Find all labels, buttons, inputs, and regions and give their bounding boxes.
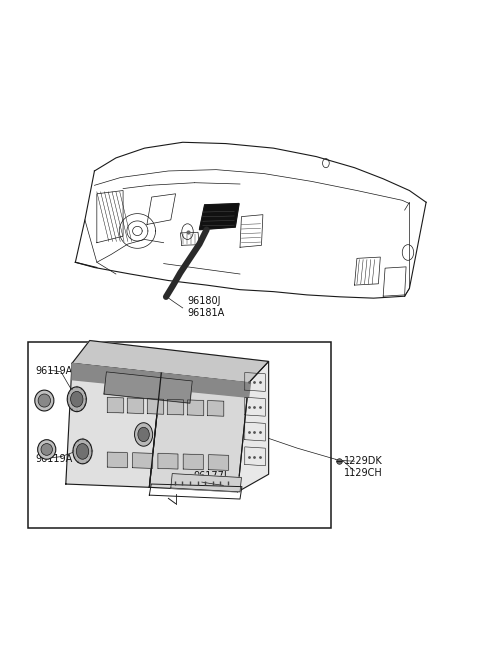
Text: 96180J: 96180J xyxy=(188,297,221,307)
Polygon shape xyxy=(207,401,224,416)
Polygon shape xyxy=(108,398,123,413)
Ellipse shape xyxy=(67,387,86,411)
Ellipse shape xyxy=(73,439,92,464)
Ellipse shape xyxy=(71,392,83,407)
Polygon shape xyxy=(132,453,153,468)
Ellipse shape xyxy=(37,440,56,459)
Polygon shape xyxy=(66,364,161,487)
Polygon shape xyxy=(147,399,164,414)
Polygon shape xyxy=(158,453,178,469)
Ellipse shape xyxy=(41,443,52,455)
Polygon shape xyxy=(238,362,269,492)
Polygon shape xyxy=(127,398,144,413)
Text: 96177L: 96177L xyxy=(193,470,229,481)
Text: 1229DK: 1229DK xyxy=(344,456,383,466)
Text: 96181A: 96181A xyxy=(188,308,225,318)
Polygon shape xyxy=(199,204,239,230)
Polygon shape xyxy=(168,400,184,415)
Ellipse shape xyxy=(38,394,50,407)
Polygon shape xyxy=(188,400,204,415)
Text: 96177R: 96177R xyxy=(193,481,231,491)
Polygon shape xyxy=(171,474,241,492)
Text: 96119A: 96119A xyxy=(36,455,73,464)
Ellipse shape xyxy=(76,443,89,459)
Polygon shape xyxy=(183,454,203,470)
Polygon shape xyxy=(72,364,251,398)
Polygon shape xyxy=(72,341,269,383)
Text: 1129CH: 1129CH xyxy=(344,468,383,478)
Ellipse shape xyxy=(134,422,153,446)
Ellipse shape xyxy=(138,427,149,441)
Polygon shape xyxy=(104,372,192,403)
Text: 96119A: 96119A xyxy=(36,366,73,376)
Polygon shape xyxy=(149,373,249,492)
Ellipse shape xyxy=(35,390,54,411)
Bar xyxy=(28,342,331,528)
Polygon shape xyxy=(208,455,228,470)
Polygon shape xyxy=(108,452,127,468)
